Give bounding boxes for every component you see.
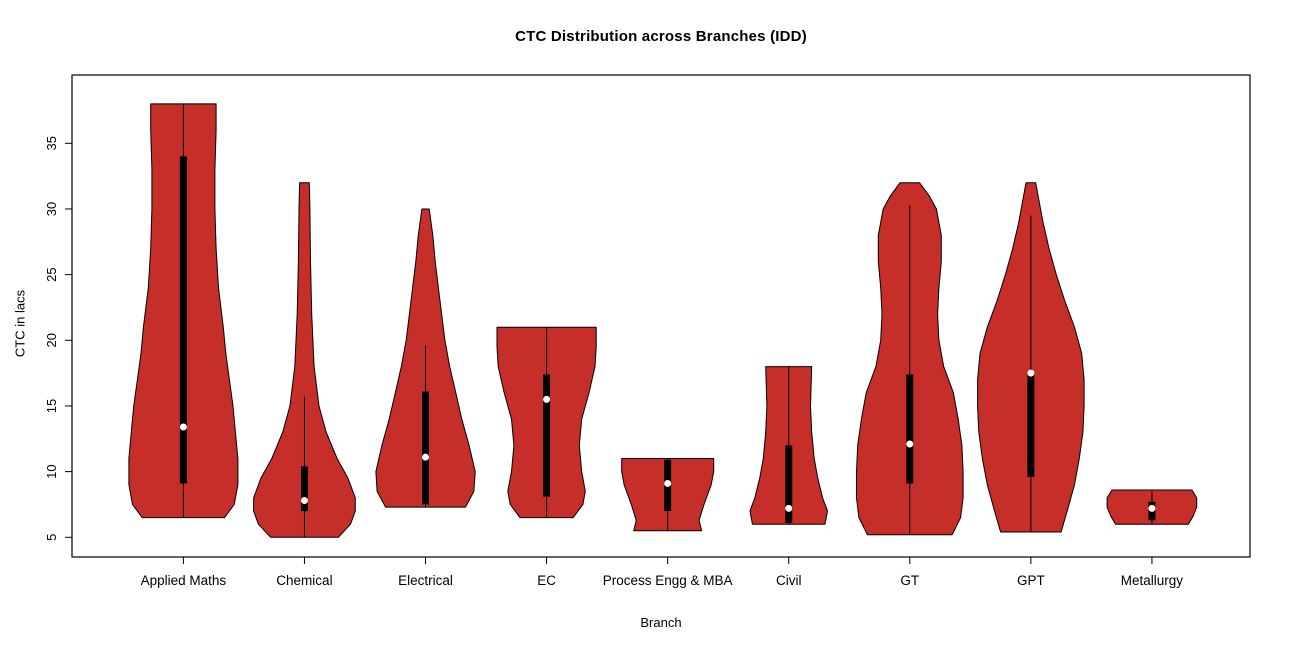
median-dot bbox=[1148, 504, 1156, 512]
x-tick-label: Process Engg & MBA bbox=[603, 573, 733, 588]
chart-title: CTC Distribution across Branches (IDD) bbox=[515, 28, 807, 45]
median-dot bbox=[543, 395, 551, 403]
median-dot bbox=[422, 453, 430, 461]
x-tick-label: EC bbox=[537, 573, 556, 588]
box-iqr bbox=[906, 374, 914, 484]
box-iqr bbox=[422, 391, 430, 505]
box-iqr bbox=[300, 466, 308, 512]
box-iqr bbox=[785, 445, 793, 523]
x-tick-label: Chemical bbox=[276, 573, 332, 588]
x-tick-label: Civil bbox=[776, 573, 802, 588]
median-dot bbox=[179, 423, 187, 431]
median-dot bbox=[300, 497, 308, 505]
median-dot bbox=[785, 504, 793, 512]
y-tick-label: 35 bbox=[44, 136, 59, 150]
y-tick-label: 5 bbox=[44, 534, 59, 541]
plot-border bbox=[71, 74, 1251, 558]
y-tick-label: 10 bbox=[44, 464, 59, 478]
y-tick-label: 20 bbox=[44, 333, 59, 347]
box-iqr bbox=[179, 156, 187, 484]
violin-shape-chemical bbox=[253, 182, 356, 538]
x-axis-title: Branch bbox=[640, 615, 682, 630]
x-tick-label: Metallurgy bbox=[1121, 573, 1184, 588]
y-tick-label: 25 bbox=[44, 267, 59, 281]
x-tick-label: Electrical bbox=[398, 573, 453, 588]
y-tick-label: 30 bbox=[44, 202, 59, 216]
y-axis-title: CTC in lacs bbox=[12, 289, 28, 358]
x-tick-label: GT bbox=[900, 573, 919, 588]
x-tick-label: GPT bbox=[1017, 573, 1045, 588]
box-iqr bbox=[543, 374, 551, 497]
median-dot bbox=[664, 479, 672, 487]
median-dot bbox=[1027, 369, 1035, 377]
x-tick-label: Applied Maths bbox=[141, 573, 227, 588]
y-tick-label: 15 bbox=[44, 399, 59, 413]
median-dot bbox=[906, 440, 914, 448]
box-iqr bbox=[1027, 373, 1035, 477]
